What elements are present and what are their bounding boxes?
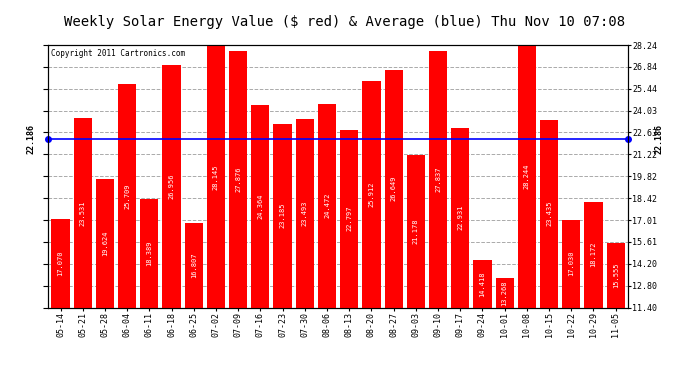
- Bar: [162, 65, 181, 308]
- Text: 27.837: 27.837: [435, 166, 441, 192]
- Text: 23.531: 23.531: [80, 200, 86, 226]
- Bar: [140, 198, 159, 308]
- Text: 23.185: 23.185: [279, 203, 286, 228]
- Bar: [362, 81, 380, 308]
- Text: 21.178: 21.178: [413, 219, 419, 244]
- Bar: [473, 261, 491, 308]
- Text: 17.030: 17.030: [569, 251, 574, 276]
- Text: 22.186: 22.186: [26, 124, 36, 154]
- Text: 23.435: 23.435: [546, 201, 552, 226]
- Text: 28.244: 28.244: [524, 164, 530, 189]
- Text: 24.472: 24.472: [324, 193, 330, 218]
- Bar: [318, 104, 336, 308]
- Text: Weekly Solar Energy Value ($ red) & Average (blue) Thu Nov 10 07:08: Weekly Solar Energy Value ($ red) & Aver…: [64, 15, 626, 29]
- Bar: [495, 278, 514, 308]
- Text: 25.709: 25.709: [124, 183, 130, 209]
- Text: 15.555: 15.555: [613, 262, 619, 288]
- Bar: [562, 220, 580, 308]
- Text: 25.912: 25.912: [368, 182, 375, 207]
- Bar: [118, 84, 136, 308]
- Text: 14.418: 14.418: [480, 271, 486, 297]
- Bar: [451, 128, 469, 308]
- Text: 16.807: 16.807: [190, 253, 197, 278]
- Text: 26.956: 26.956: [168, 174, 175, 199]
- Bar: [384, 70, 403, 308]
- Bar: [584, 202, 602, 308]
- Bar: [96, 179, 114, 308]
- Text: 23.493: 23.493: [302, 201, 308, 226]
- Bar: [229, 51, 247, 308]
- Bar: [607, 243, 624, 308]
- Bar: [52, 219, 70, 308]
- Bar: [273, 124, 292, 308]
- Text: 24.364: 24.364: [257, 194, 264, 219]
- Bar: [406, 155, 425, 308]
- Text: 22.186: 22.186: [654, 124, 664, 154]
- Bar: [429, 51, 447, 308]
- Text: 13.268: 13.268: [502, 280, 508, 306]
- Text: 18.389: 18.389: [146, 240, 152, 266]
- Bar: [296, 119, 314, 308]
- Text: Copyright 2011 Cartronics.com: Copyright 2011 Cartronics.com: [51, 49, 186, 58]
- Bar: [518, 45, 536, 308]
- Text: 26.649: 26.649: [391, 176, 397, 201]
- Text: 27.876: 27.876: [235, 166, 242, 192]
- Text: 22.931: 22.931: [457, 205, 463, 230]
- Text: 22.797: 22.797: [346, 206, 352, 231]
- Bar: [340, 130, 358, 308]
- Text: 19.624: 19.624: [102, 231, 108, 256]
- Bar: [185, 223, 203, 308]
- Text: 17.070: 17.070: [57, 251, 63, 276]
- Bar: [251, 105, 270, 308]
- Bar: [540, 120, 558, 308]
- Text: 28.145: 28.145: [213, 164, 219, 190]
- Text: 18.172: 18.172: [591, 242, 596, 267]
- Bar: [74, 118, 92, 308]
- Bar: [207, 46, 225, 308]
